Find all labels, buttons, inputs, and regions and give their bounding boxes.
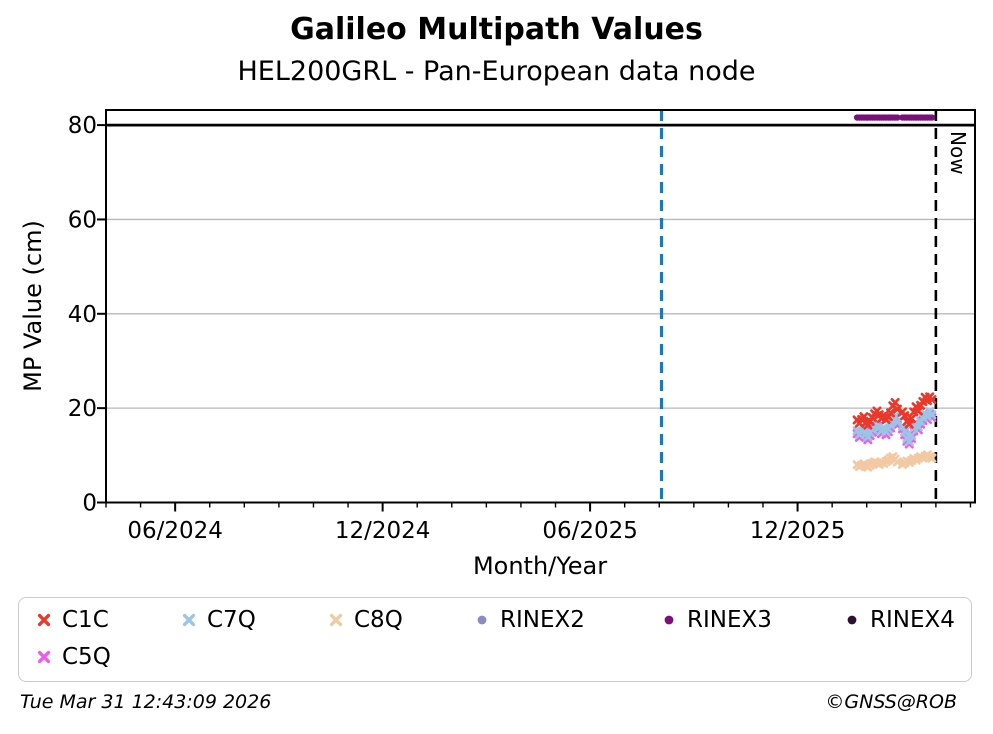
- svg-text:06/2025: 06/2025: [542, 518, 638, 544]
- plot-canvas: 06/2024 12/2024 06/2025 12/2025 0 20 40 60 80: [68, 109, 976, 544]
- plot-border: [105, 109, 976, 504]
- y-ticks: 0 20 40 60 80: [68, 113, 106, 517]
- svg-text:60: 60: [68, 207, 97, 233]
- svg-text:06/2024: 06/2024: [127, 518, 223, 544]
- svg-text:80: 80: [68, 113, 97, 139]
- legend-label: RINEX2: [500, 607, 585, 633]
- svg-text:0: 0: [82, 491, 97, 517]
- c7q-x-marker-icon: [182, 613, 196, 627]
- rinex4-dot-marker-icon: [847, 615, 857, 625]
- chart-subtitle: HEL200GRL - Pan-European data node: [237, 56, 756, 87]
- legend-label: RINEX3: [687, 607, 772, 633]
- series-RINEX3: [853, 114, 936, 121]
- legend-item-rinex4: RINEX4: [843, 607, 955, 633]
- legend-label: C5Q: [62, 644, 111, 670]
- legend-label: C1C: [62, 607, 109, 633]
- legend-item-c5q: C5Q: [35, 644, 111, 670]
- legend-item-rinex2: RINEX2: [473, 607, 585, 633]
- x-ticks: 06/2024 12/2024 06/2025 12/2025: [105, 502, 972, 544]
- svg-text:12/2025: 12/2025: [750, 518, 846, 544]
- chart-title: Galileo Multipath Values: [290, 12, 703, 47]
- legend-label: C7Q: [207, 607, 256, 633]
- legend-item-c8q: C8Q: [327, 607, 403, 633]
- legend-item-rinex3: RINEX3: [660, 607, 772, 633]
- rinex3-dot-marker-icon: [664, 615, 674, 625]
- legend-item-c1c: C1C: [35, 607, 109, 633]
- gridlines: [106, 124, 975, 409]
- x-axis-label: Month/Year: [472, 552, 608, 580]
- now-line-label: Now: [946, 131, 970, 175]
- c5q-x-marker-icon: [37, 650, 51, 664]
- svg-text:12/2024: 12/2024: [335, 518, 431, 544]
- copyright-credit: ©GNSS@ROB: [825, 691, 957, 713]
- legend-item-c7q: C7Q: [180, 607, 256, 633]
- legend-box: C1C C7Q C8Q RINEX2 RINEX3 RINEX4 C5Q: [18, 597, 972, 682]
- series-C1C: [852, 392, 937, 430]
- y-axis-label: MP Value (cm): [19, 220, 47, 392]
- svg-text:20: 20: [68, 396, 97, 422]
- vlines: [659, 110, 938, 503]
- svg-text:40: 40: [68, 302, 97, 328]
- plot-timestamp: Tue Mar 31 12:43:09 2026: [20, 691, 272, 713]
- rinex2-dot-marker-icon: [477, 615, 487, 625]
- c8q-x-marker-icon: [329, 613, 343, 627]
- legend-label: C8Q: [354, 607, 403, 633]
- legend-label: RINEX4: [870, 607, 955, 633]
- c1c-x-marker-icon: [37, 613, 51, 627]
- series-C8Q: [852, 450, 937, 472]
